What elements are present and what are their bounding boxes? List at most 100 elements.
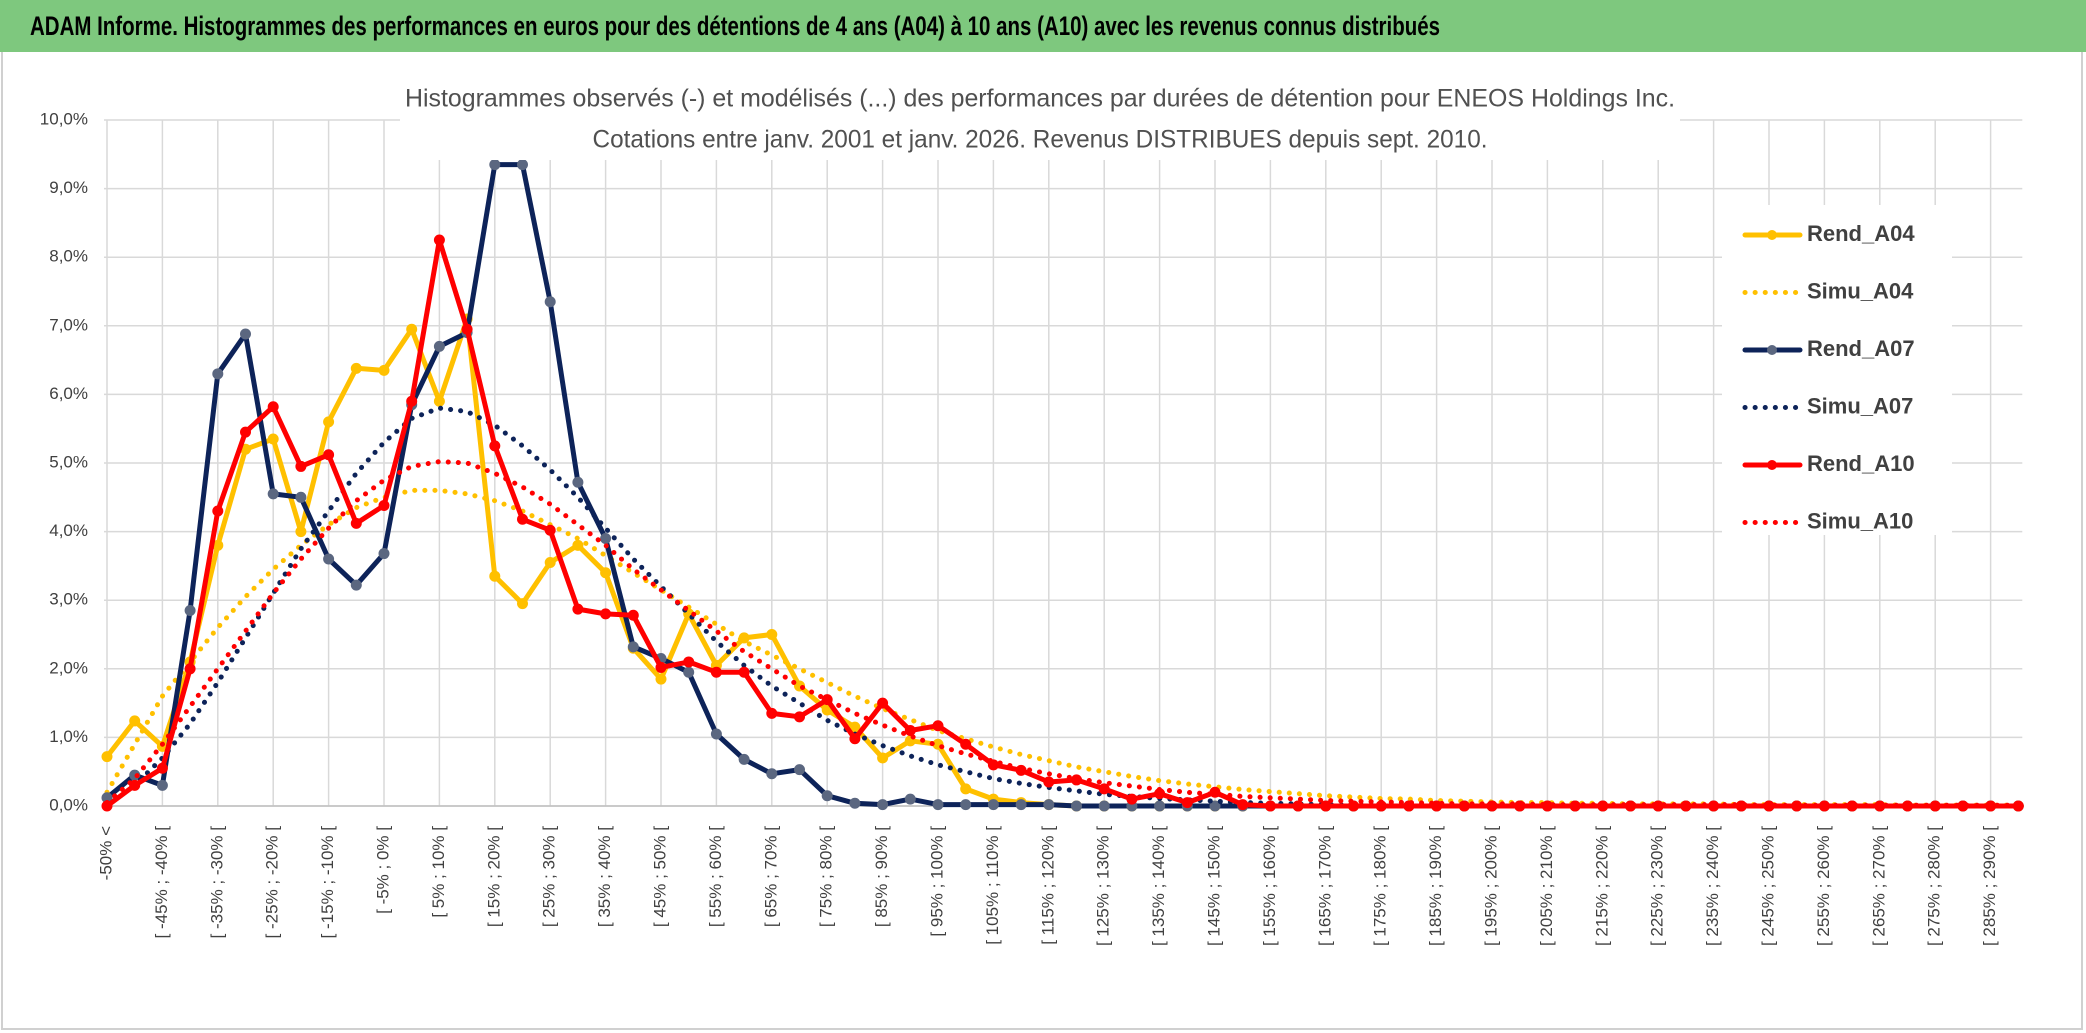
series-marker bbox=[655, 661, 667, 673]
series-marker bbox=[1264, 800, 1276, 812]
series-marker bbox=[1071, 800, 1082, 812]
legend-marker bbox=[1767, 460, 1777, 470]
x-tick-label: [ 5% ; 10% [ bbox=[429, 826, 448, 918]
series-marker bbox=[683, 666, 695, 678]
x-tick-label: [ 25% ; 30% [ bbox=[540, 826, 559, 927]
x-tick-label: [ 225% ; 230% [ bbox=[1648, 826, 1667, 946]
legend-box bbox=[1722, 205, 1952, 535]
series-marker bbox=[849, 797, 861, 809]
series-marker bbox=[655, 673, 667, 685]
x-tick-label: [ -15% ; -10% [ bbox=[318, 826, 337, 939]
series-marker bbox=[184, 604, 196, 616]
y-tick-label: 5,0% bbox=[49, 452, 88, 471]
series-marker bbox=[904, 793, 916, 805]
series-marker bbox=[600, 567, 612, 579]
x-tick-label: [ 15% ; 20% [ bbox=[484, 826, 503, 927]
x-tick-label: [ 65% ; 70% [ bbox=[761, 826, 780, 927]
series-marker bbox=[517, 159, 528, 171]
x-tick-label: [ 145% ; 150% [ bbox=[1204, 826, 1223, 946]
x-tick-label: -50% < bbox=[96, 826, 115, 880]
y-tick-label: 1,0% bbox=[49, 727, 88, 746]
series-marker bbox=[572, 476, 584, 488]
series-marker bbox=[156, 762, 168, 774]
x-tick-label: [ 195% ; 200% [ bbox=[1481, 826, 1500, 946]
x-tick-label: [ 205% ; 210% [ bbox=[1537, 826, 1556, 946]
y-tick-label: 7,0% bbox=[49, 315, 88, 334]
series-marker bbox=[544, 556, 556, 568]
x-tick-label: [ 125% ; 130% [ bbox=[1094, 826, 1113, 946]
series-marker bbox=[101, 751, 113, 763]
series-marker bbox=[433, 395, 445, 407]
series-marker bbox=[378, 548, 390, 560]
x-tick-label: [ 235% ; 240% [ bbox=[1703, 826, 1722, 946]
y-tick-label: 4,0% bbox=[49, 521, 88, 540]
series-marker bbox=[1043, 799, 1055, 811]
series-marker bbox=[1126, 793, 1138, 805]
x-tick-label: [ -35% ; -30% [ bbox=[207, 826, 226, 939]
series-marker bbox=[849, 733, 861, 745]
legend-label: Simu_A10 bbox=[1807, 508, 1913, 533]
y-tick-label: 0,0% bbox=[49, 795, 88, 814]
series-marker bbox=[1320, 800, 1332, 812]
series-marker bbox=[156, 779, 168, 791]
series-marker bbox=[877, 752, 889, 764]
series-marker bbox=[489, 570, 501, 582]
series-marker bbox=[517, 513, 528, 525]
series-marker bbox=[378, 500, 390, 512]
x-tick-label: [ 95% ; 100% [ bbox=[927, 826, 946, 937]
series-marker bbox=[295, 460, 307, 472]
series-marker bbox=[821, 790, 833, 802]
legend-label: Simu_A07 bbox=[1807, 393, 1913, 418]
x-tick-label: [ 135% ; 140% [ bbox=[1149, 826, 1168, 946]
series-marker bbox=[1154, 800, 1166, 812]
x-tick-label: [ 105% ; 110% [ bbox=[983, 826, 1002, 945]
chart-subtitle: Cotations entre janv. 2001 et janv. 2026… bbox=[593, 126, 1488, 154]
x-tick-label: [ 245% ; 250% [ bbox=[1758, 826, 1777, 946]
header-bar bbox=[0, 0, 2086, 52]
series-marker bbox=[600, 608, 612, 620]
series-marker bbox=[267, 433, 279, 445]
series-marker bbox=[766, 707, 778, 719]
x-tick-label: [ 115% ; 120% [ bbox=[1038, 826, 1057, 945]
series-marker bbox=[350, 362, 362, 374]
series-line bbox=[104, 487, 2021, 808]
series-marker bbox=[240, 328, 251, 340]
x-tick-label: [ -25% ; -20% [ bbox=[263, 826, 282, 939]
series-marker bbox=[433, 234, 445, 246]
x-tick-label: [ 285% ; 290% [ bbox=[1980, 826, 1999, 946]
series-marker bbox=[600, 532, 612, 544]
x-tick-label: [ 45% ; 50% [ bbox=[650, 826, 669, 927]
series-marker bbox=[295, 526, 307, 538]
x-tick-label: [ 165% ; 170% [ bbox=[1315, 826, 1334, 946]
legend-marker bbox=[1767, 345, 1777, 355]
series-marker bbox=[1015, 799, 1027, 811]
series-marker bbox=[323, 449, 335, 461]
series-marker bbox=[794, 764, 805, 776]
series-marker bbox=[710, 728, 722, 740]
series-marker bbox=[240, 426, 251, 438]
series-marker bbox=[406, 395, 418, 407]
series-marker bbox=[184, 663, 196, 675]
series-marker bbox=[794, 711, 805, 723]
series-marker bbox=[877, 697, 889, 709]
series-marker bbox=[766, 768, 778, 780]
series-marker bbox=[406, 323, 418, 335]
x-tick-label: [ 175% ; 180% [ bbox=[1371, 826, 1390, 946]
series-marker bbox=[350, 579, 362, 591]
series-marker bbox=[267, 401, 279, 413]
series-marker bbox=[323, 553, 335, 565]
series-marker bbox=[932, 799, 944, 811]
legend-label: Simu_A04 bbox=[1807, 278, 1914, 303]
legend-label: Rend_A04 bbox=[1807, 221, 1915, 246]
x-tick-label: [ 265% ; 270% [ bbox=[1869, 826, 1888, 946]
series-marker bbox=[877, 799, 889, 811]
series-marker bbox=[489, 159, 501, 171]
x-tick-label: [ -45% ; -40% [ bbox=[152, 826, 171, 939]
series-marker bbox=[572, 603, 584, 615]
chart-subtitle: Histogrammes observés (-) et modélisés (… bbox=[405, 85, 1675, 113]
series-marker bbox=[267, 488, 279, 500]
series-marker bbox=[212, 505, 224, 517]
y-tick-label: 6,0% bbox=[49, 384, 88, 403]
legend-label: Rend_A07 bbox=[1807, 336, 1915, 361]
